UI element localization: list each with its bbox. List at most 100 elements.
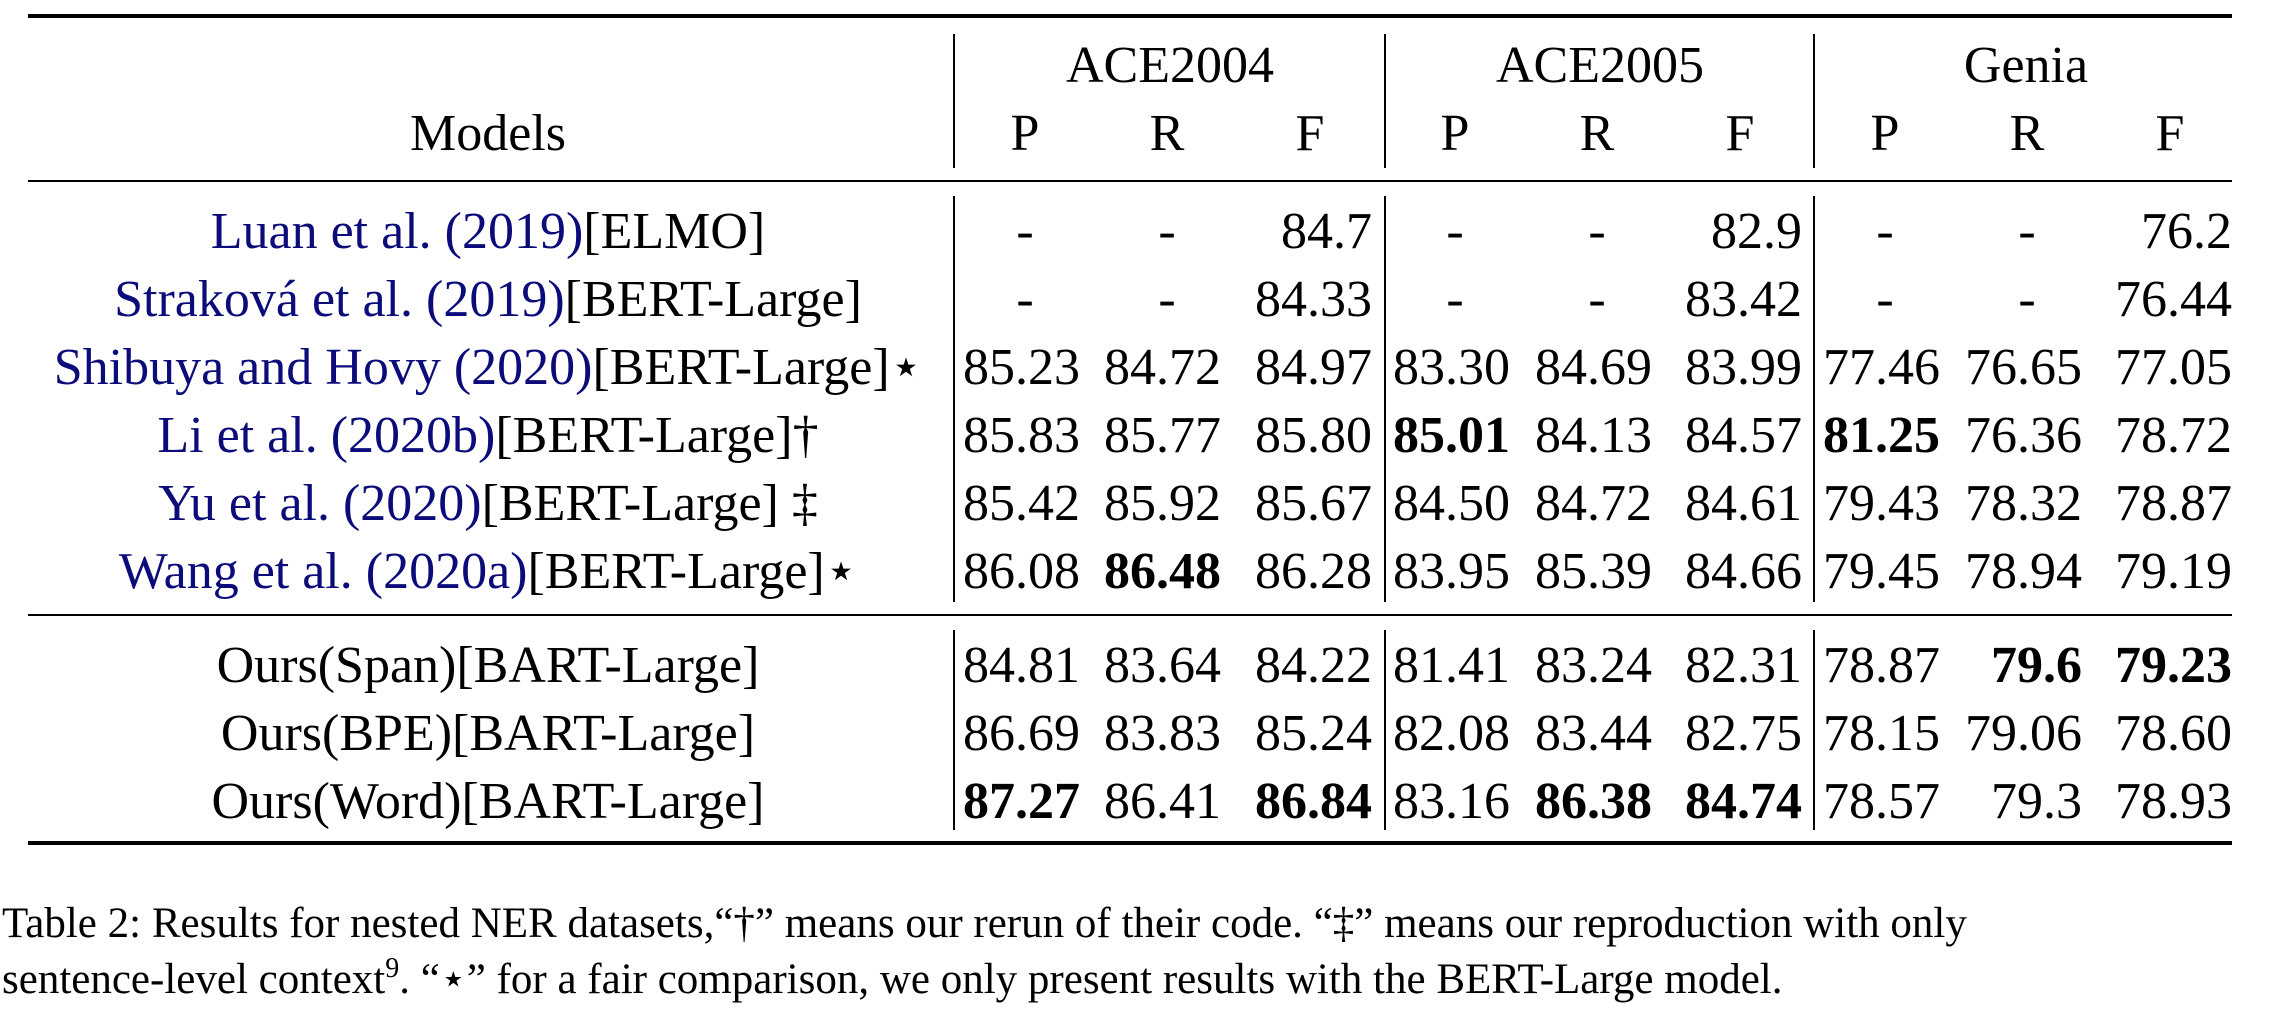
caption-line-1: Table 2: Results for nested NER datasets… xyxy=(2,900,1967,947)
model-name: Straková et al. (2019)[BERT-Large] xyxy=(28,270,948,330)
score-cell: 84.22 xyxy=(1255,637,1372,694)
score-cell: 76.44 xyxy=(2115,271,2232,328)
score-cell: 82.9 xyxy=(1711,203,1802,260)
metric-header: P xyxy=(1870,105,1900,162)
score-cell: 77.05 xyxy=(2115,339,2232,396)
score-cell: 76.36 xyxy=(1965,407,2082,464)
score-cell: 78.87 xyxy=(2115,475,2232,532)
score-cell: 83.42 xyxy=(1685,271,1802,328)
score-cell: 79.6 xyxy=(1991,637,2082,694)
models-header: Models xyxy=(410,105,566,162)
column-separator xyxy=(953,34,955,168)
metric-header: F xyxy=(1725,105,1755,162)
column-separator xyxy=(1813,34,1815,168)
score-cell: 77.46 xyxy=(1823,339,1940,396)
score-cell: 85.80 xyxy=(1255,407,1372,464)
score-cell: 79.3 xyxy=(1991,773,2082,830)
column-separator xyxy=(953,630,955,830)
score-cell: - xyxy=(2018,271,2036,328)
model-name: Yu et al. (2020)[BERT-Large] ‡ xyxy=(28,474,948,534)
metric-header: R xyxy=(2009,105,2045,162)
score-cell: 84.74 xyxy=(1685,773,1802,830)
citation-link[interactable]: Yu et al. (2020) xyxy=(158,475,482,532)
column-separator xyxy=(1384,196,1386,602)
score-cell: 78.87 xyxy=(1823,637,1940,694)
top-rule xyxy=(28,14,2232,18)
score-cell: - xyxy=(1446,203,1464,260)
model-name: Luan et al. (2019)[ELMO] xyxy=(28,202,948,262)
model-name: Shibuya and Hovy (2020)[BERT-Large]⋆ xyxy=(28,338,948,398)
model-descriptor: [BERT-Large] xyxy=(564,271,862,328)
score-cell: 84.33 xyxy=(1255,271,1372,328)
score-cell: 83.24 xyxy=(1535,637,1652,694)
score-cell: 86.28 xyxy=(1255,543,1372,600)
score-cell: 85.92 xyxy=(1104,475,1221,532)
citation-link[interactable]: Straková et al. (2019) xyxy=(114,271,565,328)
metric-header: R xyxy=(1579,105,1615,162)
score-cell: 85.01 xyxy=(1393,407,1510,464)
score-cell: 85.24 xyxy=(1255,705,1372,762)
model-descriptor: Ours(Word)[BART-Large] xyxy=(211,773,765,830)
table-caption: Table 2: Results for nested NER datasets… xyxy=(2,896,2274,1008)
score-cell: 83.95 xyxy=(1393,543,1510,600)
score-cell: 84.72 xyxy=(1535,475,1652,532)
score-cell: 87.27 xyxy=(963,773,1080,830)
model-descriptor: [BERT-Large]⋆ xyxy=(592,339,923,396)
score-cell: 79.45 xyxy=(1823,543,1940,600)
score-cell: 78.72 xyxy=(2115,407,2232,464)
model-descriptor: [BERT-Large] ‡ xyxy=(481,475,818,532)
score-cell: 84.81 xyxy=(963,637,1080,694)
score-cell: 83.16 xyxy=(1393,773,1510,830)
score-cell: 78.60 xyxy=(2115,705,2232,762)
score-cell: 85.83 xyxy=(963,407,1080,464)
column-separator xyxy=(1813,630,1815,830)
score-cell: - xyxy=(1588,271,1606,328)
score-cell: 84.66 xyxy=(1685,543,1802,600)
score-cell: 85.67 xyxy=(1255,475,1372,532)
score-cell: 78.57 xyxy=(1823,773,1940,830)
score-cell: 84.57 xyxy=(1685,407,1802,464)
score-cell: 79.23 xyxy=(2115,637,2232,694)
citation-link[interactable]: Luan et al. (2019) xyxy=(210,203,584,260)
score-cell: 76.65 xyxy=(1965,339,2082,396)
score-cell: 86.69 xyxy=(963,705,1080,762)
score-cell: - xyxy=(1446,271,1464,328)
score-cell: - xyxy=(1158,203,1176,260)
score-cell: 82.08 xyxy=(1393,705,1510,762)
score-cell: 86.41 xyxy=(1104,773,1221,830)
score-cell: 78.93 xyxy=(2115,773,2232,830)
column-separator xyxy=(1813,196,1815,602)
score-cell: 84.97 xyxy=(1255,339,1372,396)
citation-link[interactable]: Shibuya and Hovy (2020) xyxy=(53,339,593,396)
caption-line-2-start: sentence-level context xyxy=(2,956,386,1003)
metric-header: F xyxy=(2155,105,2185,162)
citation-link[interactable]: Li et al. (2020b) xyxy=(157,407,496,464)
score-cell: 81.41 xyxy=(1393,637,1510,694)
score-cell: 83.99 xyxy=(1685,339,1802,396)
citation-link[interactable]: Wang et al. (2020a) xyxy=(118,543,528,600)
score-cell: 86.08 xyxy=(963,543,1080,600)
model-name: Ours(Span)[BART-Large] xyxy=(28,636,948,696)
score-cell: 79.19 xyxy=(2115,543,2232,600)
score-cell: - xyxy=(2018,203,2036,260)
score-cell: - xyxy=(1876,203,1894,260)
score-cell: 84.61 xyxy=(1685,475,1802,532)
score-cell: 85.42 xyxy=(963,475,1080,532)
footnote-mark: 9 xyxy=(385,953,400,984)
metric-header: P xyxy=(1010,105,1040,162)
score-cell: - xyxy=(1158,271,1176,328)
score-cell: - xyxy=(1016,203,1034,260)
header-rule xyxy=(28,180,2232,182)
score-cell: 86.84 xyxy=(1255,773,1372,830)
score-cell: 84.69 xyxy=(1535,339,1652,396)
score-cell: 84.7 xyxy=(1281,203,1372,260)
column-separator xyxy=(953,196,955,602)
score-cell: 85.23 xyxy=(963,339,1080,396)
score-cell: 83.30 xyxy=(1393,339,1510,396)
score-cell: 84.50 xyxy=(1393,475,1510,532)
score-cell: 84.72 xyxy=(1104,339,1221,396)
score-cell: 83.44 xyxy=(1535,705,1652,762)
score-cell: 84.13 xyxy=(1535,407,1652,464)
column-separator xyxy=(1384,34,1386,168)
score-cell: - xyxy=(1016,271,1034,328)
